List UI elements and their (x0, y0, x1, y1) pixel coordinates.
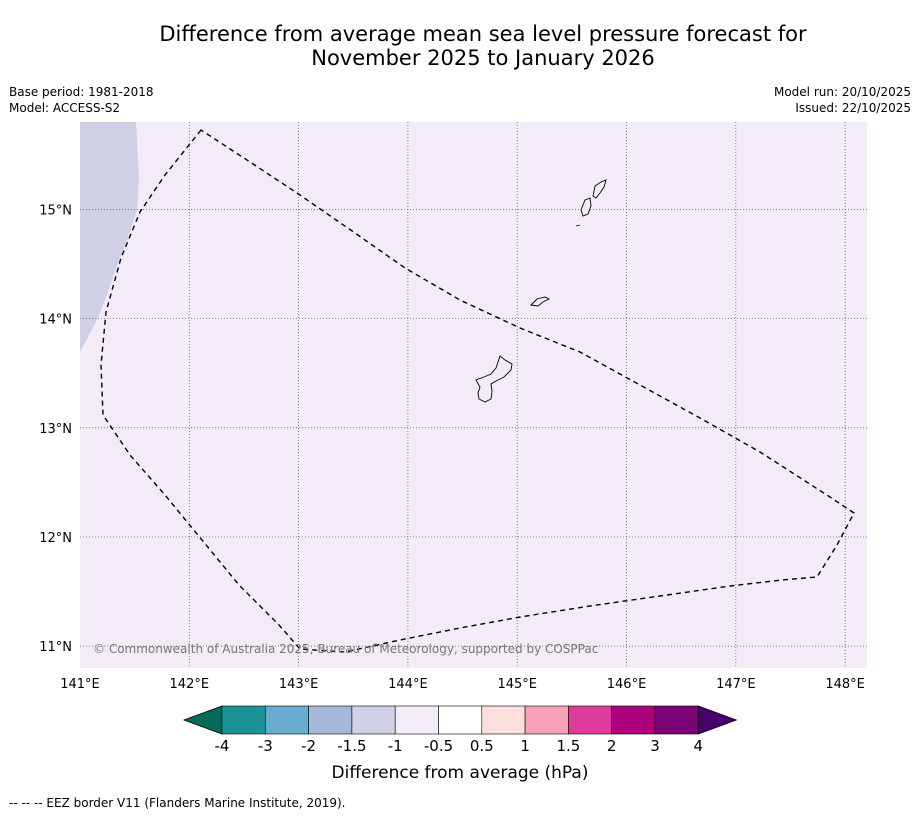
colorbar-swatch (438, 705, 483, 735)
map-figure: © Commonwealth of Australia 2025, Bureau… (39, 122, 867, 783)
colorbar-tick-label: 3 (650, 737, 660, 755)
lon-tick-label: 145°E (497, 677, 537, 692)
colorbar-tick-label: -2 (301, 737, 316, 755)
eez-border (100, 129, 855, 653)
model-info: Base period: 1981-2018 Model: ACCESS-S2 (9, 84, 154, 116)
colorbar (182, 705, 738, 735)
colorbar-swatch (654, 705, 699, 735)
colorbar-tick-label: 0.5 (470, 737, 494, 755)
colorbar-swatch (481, 705, 526, 735)
colorbar-swatch (221, 705, 266, 735)
lon-tick-label: 143°E (279, 677, 319, 692)
colorbar-tick-label: -1.5 (337, 737, 366, 755)
longitude-labels: 141°E 142°E 143°E 144°E 145°E 146°E 147°E 148°E (60, 677, 865, 692)
latitude-labels: 11°N 12°N 13°N 14°N 15°N (39, 203, 72, 655)
colorbar-tick-label: 4 (694, 737, 704, 755)
lon-tick-label: 146°E (607, 677, 647, 692)
saipan-island (592, 179, 607, 199)
colorbar-labels: -4 -3 -2 -1.5 -1 -0.5 0.5 1 1.5 2 3 4 (215, 737, 704, 755)
colorbar-swatch (394, 705, 439, 735)
colorbar-swatch (524, 705, 569, 735)
colorbar-under-arrow (182, 705, 223, 735)
lat-tick-label: 14°N (39, 313, 72, 328)
guam-island (475, 355, 513, 403)
colorbar-title: Difference from average (hPa) (332, 763, 589, 783)
colorbar-swatch (611, 705, 656, 735)
colorbar-tick-label: -0.5 (424, 737, 453, 755)
title-line-1: Difference from average mean sea level p… (159, 22, 807, 46)
lon-tick-label: 142°E (170, 677, 210, 692)
aguijan-island (575, 224, 581, 227)
colorbar-swatch (351, 705, 396, 735)
map-background (80, 122, 867, 668)
title-line-2: November 2025 to January 2026 (311, 46, 655, 70)
colorbar-tick-label: 1 (520, 737, 530, 755)
model-name: Model: ACCESS-S2 (9, 101, 121, 115)
rota-island (530, 296, 551, 307)
colorbar-swatch (568, 705, 613, 735)
colorbar-tick-label: 2 (607, 737, 617, 755)
lat-tick-label: 11°N (39, 640, 72, 655)
negative-anomaly-region (80, 122, 139, 352)
eez-legend-note: -- -- -- EEZ border V11 (Flanders Marine… (9, 796, 346, 810)
issued-date: Issued: 22/10/2025 (795, 101, 911, 115)
lon-tick-label: 144°E (388, 677, 428, 692)
chart-title: Difference from average mean sea level p… (0, 22, 919, 70)
lon-tick-label: 148°E (825, 677, 865, 692)
lon-tick-label: 141°E (60, 677, 100, 692)
colorbar-swatch (264, 705, 309, 735)
colorbar-tick-label: -1 (388, 737, 403, 755)
copyright-notice: © Commonwealth of Australia 2025, Bureau… (93, 642, 598, 656)
base-period: Base period: 1981-2018 (9, 85, 154, 99)
graticule (80, 122, 867, 668)
run-info: Model run: 20/10/2025 Issued: 22/10/2025 (774, 84, 911, 116)
lat-tick-label: 12°N (39, 531, 72, 546)
model-run: Model run: 20/10/2025 (773, 85, 911, 99)
colorbar-over-arrow (697, 705, 738, 735)
lon-tick-label: 147°E (716, 677, 756, 692)
colorbar-tick-label: -3 (258, 737, 273, 755)
colorbar-tick-label: -4 (215, 737, 230, 755)
colorbar-swatch (308, 705, 353, 735)
lat-tick-label: 13°N (39, 422, 72, 437)
tinian-island (580, 197, 592, 217)
lat-tick-label: 15°N (39, 203, 72, 218)
colorbar-tick-label: 1.5 (556, 737, 580, 755)
islands (475, 179, 607, 403)
